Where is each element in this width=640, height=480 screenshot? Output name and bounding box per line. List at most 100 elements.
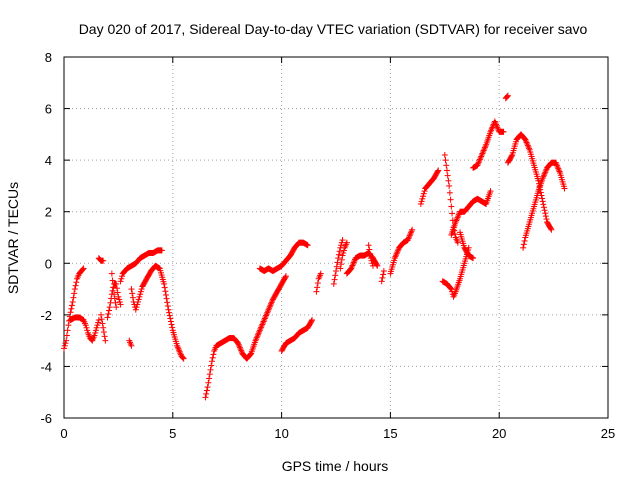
data-point [203,387,210,394]
data-point [338,256,345,263]
data-point [129,294,136,301]
data-point [116,298,123,305]
data-point [163,295,170,302]
data-point [453,217,460,224]
data-point [67,309,74,316]
data-point [106,304,113,311]
data-point [491,118,498,125]
data-point [479,150,486,157]
data-point [259,319,266,326]
data-point [488,127,495,134]
data-point [335,255,342,262]
data-point [134,298,141,305]
chart-title: Day 020 of 2017, Sidereal Day-to-day VTE… [79,21,588,37]
data-point [264,309,271,316]
data-point [263,311,270,318]
data-point [176,347,183,354]
data-point [380,268,387,275]
x-tick-label: 10 [274,426,288,441]
data-point [447,284,454,291]
data-point [337,265,344,272]
data-point [553,161,560,168]
data-point [235,341,242,348]
data-point [112,299,119,306]
data-point [235,340,242,347]
y-tick-label: -6 [40,411,52,426]
data-point [205,379,212,386]
data-point [269,297,276,304]
data-point [161,284,168,291]
data-point [92,329,99,336]
data-point [83,324,90,331]
data-point [237,346,244,353]
data-point [260,318,267,325]
data-point [264,308,271,315]
data-points [61,92,568,401]
data-point [282,274,289,281]
data-point [166,309,173,316]
data-point [540,172,547,179]
data-point [253,336,260,343]
x-tick-label: 15 [383,426,397,441]
data-point [71,290,78,297]
data-point [487,128,494,135]
x-tick-label: 20 [492,426,506,441]
data-point [539,175,546,182]
data-point [331,276,338,283]
data-point [369,260,376,267]
data-point [330,280,337,287]
data-point [179,354,186,361]
data-point [206,375,213,382]
data-point [525,143,532,150]
data-point [524,142,531,149]
data-point [69,298,76,305]
data-point [541,170,548,177]
data-point [441,151,448,158]
data-point [393,252,399,259]
x-tick-label: 0 [60,426,67,441]
data-point [493,122,500,129]
data-point [554,164,561,171]
data-point [68,305,75,312]
data-point [493,121,500,128]
data-point [174,344,181,351]
data-point [108,270,115,277]
data-point [91,332,98,339]
data-point [539,195,546,202]
data-point [540,173,547,180]
data-point [333,268,339,275]
data-point [161,280,168,287]
data-point [404,237,411,244]
data-point [481,146,488,153]
data-point [478,153,485,160]
data-point [309,317,316,324]
data-point [94,322,101,329]
data-point [476,157,483,164]
data-point [252,337,259,344]
data-point [365,242,372,249]
data-point [339,252,346,259]
data-point [80,265,87,272]
data-point [336,248,343,255]
data-point [338,261,345,268]
data-point [367,255,374,262]
data-point [95,317,102,324]
data-point [454,239,461,246]
data-point [119,273,126,280]
data-point [480,149,487,156]
data-point [542,213,549,220]
plot-frame [63,56,609,419]
data-point [405,235,412,242]
data-point [102,337,109,344]
data-point [542,169,549,176]
data-point [453,216,460,223]
data-point [520,244,527,251]
data-point [72,282,79,289]
data-point [265,306,272,313]
data-point [542,167,549,174]
data-point [133,304,140,311]
data-point [367,250,374,257]
data-point [115,293,122,300]
data-point [138,286,145,293]
